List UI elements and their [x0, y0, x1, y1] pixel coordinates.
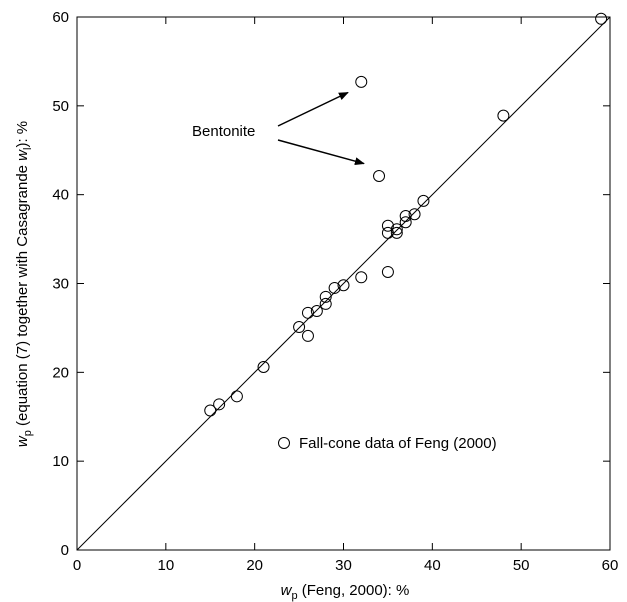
y-tick-label: 40: [52, 187, 69, 204]
y-axis-label-var: w: [14, 435, 31, 447]
annotation-group: Bentonite: [192, 91, 365, 166]
axis-ticks: 0 10 20 30 40 50 60 0 10 20 30 40 50 60: [52, 9, 618, 574]
reference-line-group: [76, 16, 611, 551]
annotation-arrow: [277, 139, 365, 166]
data-point: [319, 297, 332, 310]
y-axis-label-sub: p: [22, 430, 34, 436]
data-point: [355, 271, 368, 284]
y-tick-label: 20: [52, 364, 69, 381]
data-point: [497, 109, 510, 122]
x-axis-label-var: w: [281, 582, 293, 599]
data-point: [381, 219, 394, 232]
legend-label: Fall-cone data of Feng (2000): [299, 435, 497, 452]
data-point: [301, 329, 314, 342]
x-tick-label: 20: [246, 557, 263, 574]
data-point: [337, 279, 350, 292]
annotation-label: Bentonite: [192, 123, 255, 140]
data-point: [399, 216, 412, 229]
data-point: [213, 398, 226, 411]
data-point: [355, 75, 368, 88]
legend-marker-circle: [278, 437, 290, 449]
data-point: [390, 226, 403, 239]
y-axis-label-var2: w: [14, 149, 31, 161]
data-point: [381, 226, 394, 239]
legend: Fall-cone data of Feng (2000): [278, 435, 497, 452]
annotation-arrow: [277, 91, 349, 127]
data-point: [417, 194, 430, 207]
x-axis-label: wp (Feng, 2000): %: [281, 582, 410, 602]
reference-line: [76, 16, 611, 551]
x-axis-label-sub: p: [291, 590, 297, 602]
data-points: [204, 12, 608, 417]
y-axis-label-end: ): %: [14, 121, 31, 148]
x-tick-label: 40: [424, 557, 441, 574]
data-point: [204, 404, 217, 417]
data-point: [319, 290, 332, 303]
data-point: [373, 170, 386, 183]
data-point: [390, 223, 403, 236]
y-tick-label: 50: [52, 98, 69, 115]
x-tick-label: 50: [513, 557, 530, 574]
x-tick-label: 60: [602, 557, 619, 574]
y-tick-label: 0: [61, 542, 69, 559]
y-tick-label: 60: [52, 9, 69, 26]
data-point: [310, 305, 323, 318]
y-axis-label: wp (equation (7) together with Casagrand…: [14, 121, 34, 447]
y-axis-label-sub2: l: [22, 148, 34, 150]
y-tick-label: 30: [52, 276, 69, 293]
x-tick-label: 0: [73, 557, 81, 574]
data-point: [257, 361, 270, 374]
y-tick-label: 10: [52, 453, 69, 470]
x-tick-label: 30: [335, 557, 352, 574]
data-point: [595, 12, 608, 25]
data-point: [408, 208, 421, 221]
data-point: [301, 306, 314, 319]
data-point: [293, 321, 306, 334]
x-tick-label: 10: [157, 557, 174, 574]
y-axis-label-mid: (equation (7) together with Casagrande: [14, 161, 31, 430]
data-point: [328, 281, 341, 294]
data-point: [381, 265, 394, 278]
x-axis-label-text: (Feng, 2000): %: [298, 582, 410, 599]
data-point: [230, 390, 243, 403]
data-point: [399, 209, 412, 222]
